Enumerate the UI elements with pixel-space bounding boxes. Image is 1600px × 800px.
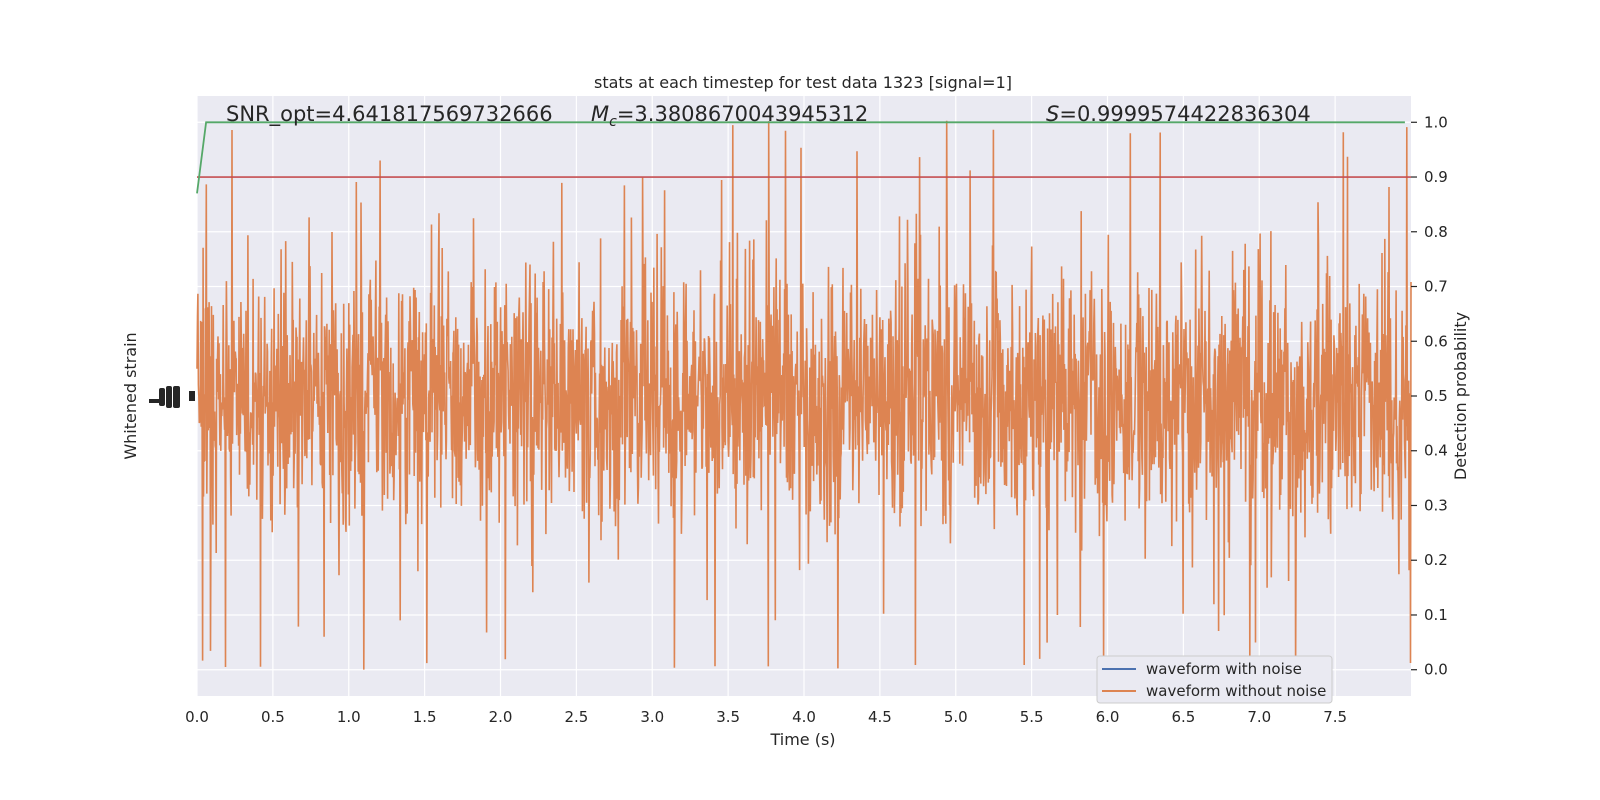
legend-box xyxy=(1096,655,1333,704)
legend-label-without-noise: waveform without noise xyxy=(1146,682,1326,700)
x-tick-label-1: 0.5 xyxy=(261,708,285,726)
x-tick-label-12: 6.0 xyxy=(1096,708,1120,726)
x-tick-label-10: 5.0 xyxy=(944,708,968,726)
left-axis-label: Whitened strain xyxy=(121,332,140,459)
x-tick-label-8: 4.0 xyxy=(792,708,816,726)
right-tick-label-3: 0.3 xyxy=(1424,496,1448,514)
detection-probability-line xyxy=(196,121,1405,194)
right-tick-label-4: 0.4 xyxy=(1424,442,1448,460)
chirp-mass-value: =3.3808670043945312 xyxy=(617,102,868,126)
chirp-mass-symbol: M xyxy=(591,102,609,126)
chirp-mass-annotation: Mc=3.3808670043945312 xyxy=(591,102,868,130)
statistic-value: =0.9999574422836304 xyxy=(1059,102,1310,126)
waveform-without-noise-line xyxy=(196,120,1412,670)
chirp-mass-subscript: c xyxy=(609,114,617,130)
x-tick-label-15: 7.5 xyxy=(1323,708,1347,726)
waveform-without-noise-path xyxy=(196,120,1412,670)
right-axis-ticks: 0.0 0.1 0.2 0.3 0.4 0.5 0.6 0.7 0.8 0.9 1.0 xyxy=(1411,113,1448,679)
x-axis-label: Time (s) xyxy=(769,730,835,749)
x-tick-label-5: 2.5 xyxy=(564,708,588,726)
right-tick-label-7: 0.7 xyxy=(1424,278,1448,296)
right-axis-label: Detection probability xyxy=(1451,312,1470,480)
right-tick-label-6: 0.6 xyxy=(1424,332,1448,350)
x-tick-label-14: 7.0 xyxy=(1247,708,1271,726)
right-tick-label-0: 0.0 xyxy=(1424,661,1448,679)
statistic-symbol: S xyxy=(1046,102,1059,126)
x-tick-label-11: 5.5 xyxy=(1020,708,1044,726)
right-tick-label-1: 0.1 xyxy=(1424,606,1448,624)
x-tick-label-4: 2.0 xyxy=(489,708,513,726)
right-tick-label-5: 0.5 xyxy=(1424,387,1448,405)
legend: waveform with noise waveform without noi… xyxy=(1096,655,1333,704)
detection-probability-layer xyxy=(196,121,1411,194)
x-tick-label-13: 6.5 xyxy=(1171,708,1195,726)
legend-label-with-noise: waveform with noise xyxy=(1146,660,1302,678)
left-axis-tick-cluster xyxy=(149,386,195,408)
right-tick-label-8: 0.8 xyxy=(1424,223,1448,241)
x-tick-label-7: 3.5 xyxy=(716,708,740,726)
x-tick-label-9: 4.5 xyxy=(868,708,892,726)
statistic-annotation: S=0.9999574422836304 xyxy=(1046,102,1311,126)
snr-annotation: SNR_opt=4.641817569732666 xyxy=(226,102,553,127)
right-tick-label-2: 0.2 xyxy=(1424,551,1448,569)
x-tick-label-6: 3.0 xyxy=(640,708,664,726)
right-tick-label-9: 0.9 xyxy=(1424,168,1448,186)
x-tick-label-3: 1.5 xyxy=(413,708,437,726)
x-tick-label-0: 0.0 xyxy=(185,708,209,726)
right-tick-label-10: 1.0 xyxy=(1424,113,1448,131)
x-tick-label-2: 1.0 xyxy=(337,708,361,726)
x-axis-ticks: 0.0 0.5 1.0 1.5 2.0 2.5 3.0 3.5 4.0 4.5 5.0 5.5 6.0 6… xyxy=(185,708,1347,726)
chart-title: stats at each timestep for test data 132… xyxy=(594,73,1012,92)
